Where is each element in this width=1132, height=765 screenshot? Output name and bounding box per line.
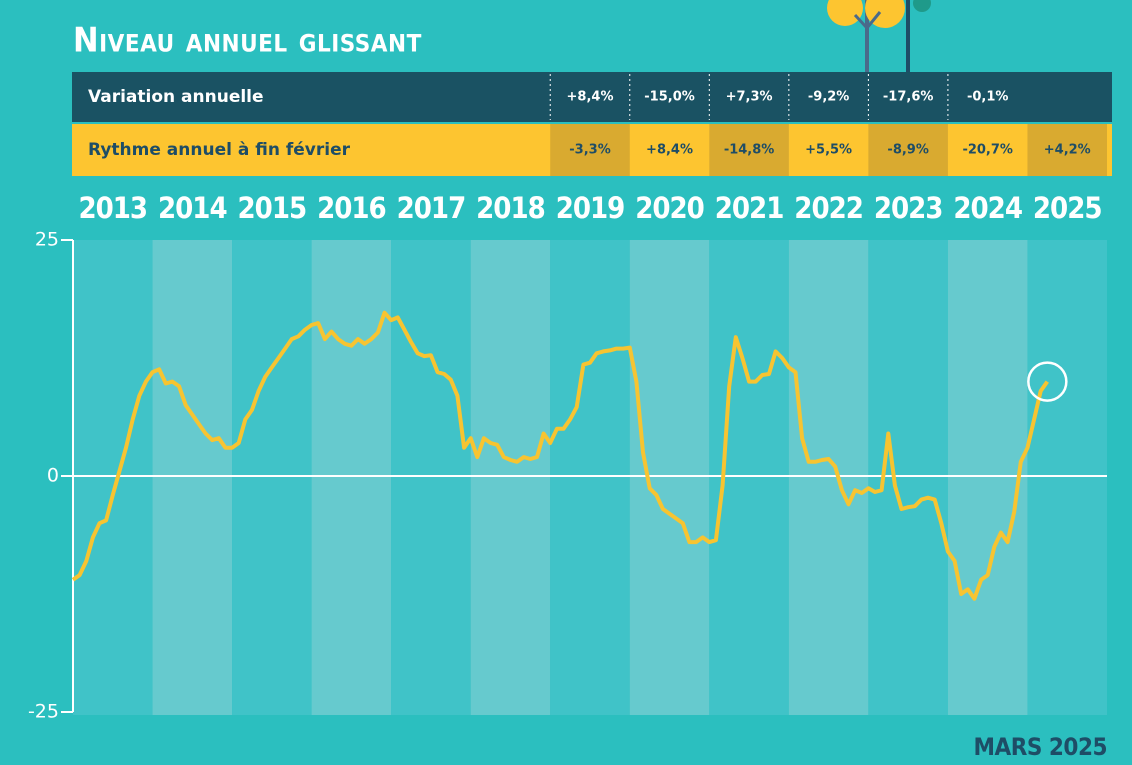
- x-tick-label: 2017: [397, 191, 466, 225]
- year-band: [311, 240, 392, 715]
- year-band: [868, 240, 948, 715]
- table-cell: -20,7%: [962, 143, 1013, 158]
- table-cell-bg: [550, 124, 630, 176]
- data-line: [71, 310, 1049, 601]
- table-cell: +5,5%: [805, 143, 852, 158]
- footer: MARS 2025: [974, 733, 1108, 761]
- table-cell: -15,0%: [644, 90, 695, 105]
- table-cell: +8,4%: [567, 90, 614, 105]
- table-cell: -3,3%: [569, 143, 610, 158]
- year-band: [947, 240, 1028, 715]
- row-label: Rythme annuel à fin février: [88, 140, 351, 160]
- table-cell: +4,2%: [1044, 143, 1091, 158]
- end-marker: [1027, 361, 1068, 402]
- year-band: [550, 240, 630, 715]
- x-tick-label: 2023: [874, 191, 943, 225]
- table-cell: -9,2%: [808, 90, 849, 105]
- year-band: [232, 240, 312, 715]
- tree-decoration: [827, 0, 931, 72]
- x-tick-label: 2016: [317, 191, 386, 225]
- year-band: [152, 240, 233, 715]
- table-cell: +8,4%: [646, 143, 693, 158]
- x-tick-label: 2014: [158, 191, 227, 225]
- year-band: [391, 240, 471, 715]
- year-band: [470, 240, 551, 715]
- table-cell: -17,6%: [883, 90, 934, 105]
- x-tick-label: 2019: [556, 191, 625, 225]
- x-tick-label: 2025: [1033, 191, 1102, 225]
- y-tick-label: 0: [47, 465, 59, 487]
- table-cell: -0,1%: [967, 90, 1008, 105]
- y-tick-label: 25: [35, 229, 59, 251]
- year-band: [629, 240, 710, 715]
- x-tick-label: 2013: [78, 191, 147, 225]
- y-tick-label: -25: [28, 701, 59, 723]
- year-band: [73, 240, 153, 715]
- year-band: [1027, 240, 1107, 715]
- x-tick-label: 2022: [794, 191, 863, 225]
- row-label: Variation annuelle: [88, 87, 264, 107]
- table-cell: -8,9%: [887, 143, 928, 158]
- year-band: [788, 240, 869, 715]
- table-cell-bg: [1027, 124, 1107, 176]
- x-tick-label: 2018: [476, 191, 545, 225]
- x-tick-label: 2021: [715, 191, 784, 225]
- table-cell-bg: [868, 124, 948, 176]
- x-tick-label: 2024: [953, 191, 1022, 225]
- table-cell-bg: [709, 124, 789, 176]
- x-tick-label: 2015: [238, 191, 307, 225]
- table-row-bg: [72, 72, 1112, 122]
- table-cell: +7,3%: [726, 90, 773, 105]
- x-tick-label: 2020: [635, 191, 704, 225]
- table-cell: -14,8%: [724, 143, 775, 158]
- title: Niveau annuel glissant: [73, 21, 422, 61]
